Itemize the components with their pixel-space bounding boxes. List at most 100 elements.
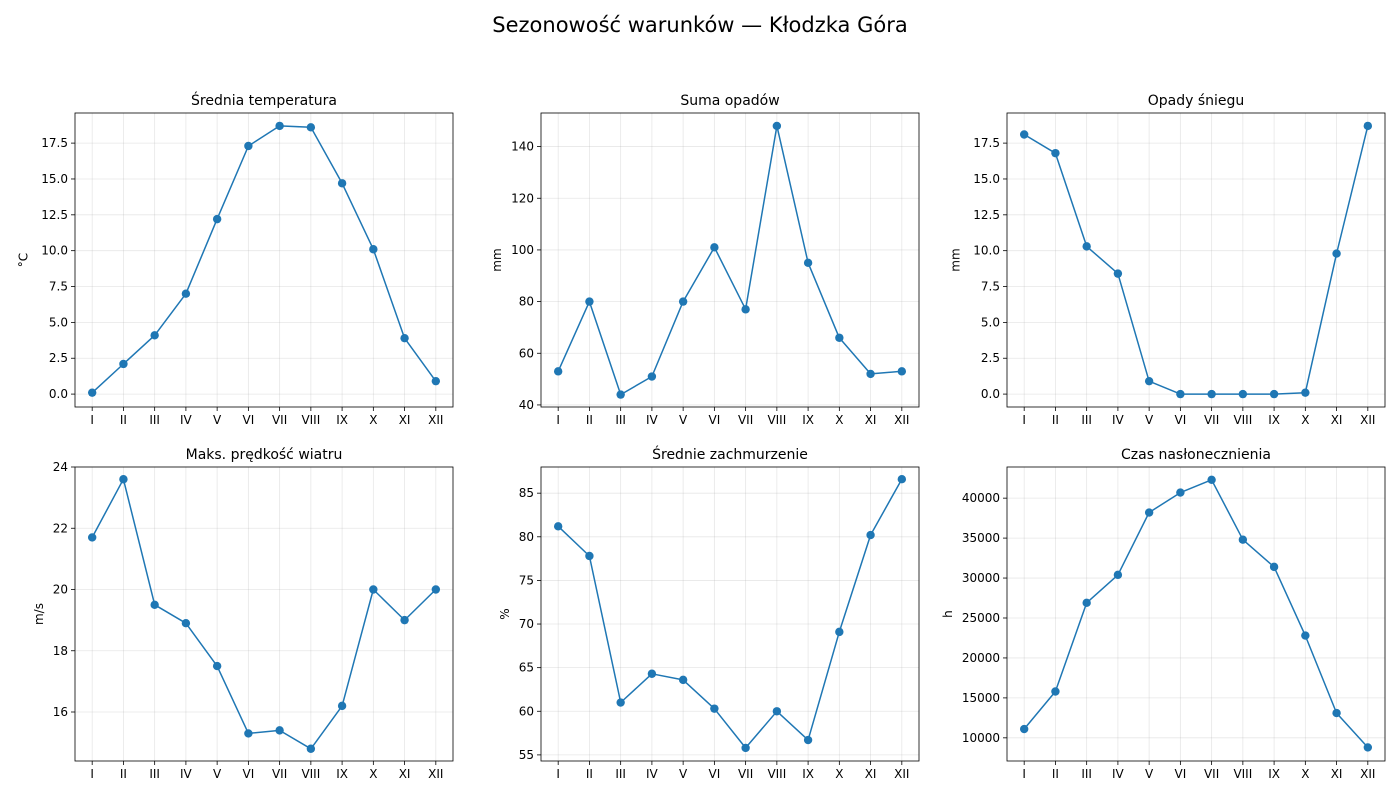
data-point <box>710 243 719 252</box>
y-tick-label: 20 <box>53 583 68 597</box>
x-tick-label: III <box>1081 767 1092 781</box>
data-point <box>1207 475 1216 484</box>
data-point <box>710 704 719 713</box>
y-tick-label: 0.0 <box>981 387 1000 401</box>
x-tick-label: VI <box>1175 413 1187 427</box>
x-tick-label: I <box>556 767 560 781</box>
y-tick-label: 80 <box>519 530 534 544</box>
y-tick-label: 17.5 <box>41 136 68 150</box>
data-point <box>1082 598 1091 608</box>
y-tick-label: 25000 <box>962 611 1000 625</box>
x-tick-label: VI <box>243 413 255 427</box>
y-tick-label: 15000 <box>962 691 1000 705</box>
y-tick-label: 20000 <box>962 651 1000 665</box>
x-tick-label: II <box>586 767 593 781</box>
x-tick-label: V <box>679 767 688 781</box>
x-tick-label: III <box>615 767 626 781</box>
data-point <box>244 141 253 151</box>
y-tick-label: 60 <box>519 704 534 718</box>
data-point <box>585 551 594 561</box>
x-tick-label: VII <box>272 413 287 427</box>
data-point <box>866 530 875 540</box>
x-tick-label: VIII <box>301 413 320 427</box>
data-point <box>678 297 688 306</box>
y-axis-label: mm <box>949 248 963 271</box>
data-point <box>1019 724 1029 734</box>
data-point <box>1019 130 1029 139</box>
plot-frame <box>540 112 920 408</box>
x-tick-label: II <box>120 413 127 427</box>
data-point <box>87 388 97 397</box>
data-point <box>1176 389 1185 399</box>
x-tick-label: X <box>835 767 843 781</box>
x-tick-label: II <box>1052 413 1059 427</box>
panel-snowfall: I II III IV V VI VII VIII IX X XI XII0.02.55.07.510… <box>949 93 1386 427</box>
panel-cloudcover: I II III IV V VI VII VIII IX X XI XII55606570758085… <box>498 445 920 781</box>
x-tick-label: X <box>369 767 377 781</box>
y-tick-label: 80 <box>519 295 534 309</box>
y-tick-label: 10.0 <box>973 244 1000 258</box>
x-tick-label: VIII <box>767 767 786 781</box>
y-tick-label: 17.5 <box>973 136 1000 150</box>
y-tick-label: 12.5 <box>973 208 1000 222</box>
y-tick-label: 60 <box>519 346 534 360</box>
x-tick-label: IV <box>646 413 659 427</box>
data-point <box>400 333 409 343</box>
data-point <box>553 522 563 531</box>
x-tick-label: IX <box>1268 413 1280 427</box>
y-tick-label: 65 <box>519 661 534 675</box>
y-tick-label: 75 <box>519 573 534 587</box>
data-point <box>369 245 378 254</box>
data-point <box>400 615 409 625</box>
data-point <box>212 661 222 671</box>
panel-title: Czas nasłonecznienia <box>1121 447 1271 463</box>
data-point <box>431 376 441 386</box>
x-tick-label: IV <box>646 767 659 781</box>
y-tick-label: 5.0 <box>981 315 1000 329</box>
y-tick-label: 55 <box>519 748 534 762</box>
x-tick-label: IX <box>802 413 814 427</box>
data-point <box>647 372 657 381</box>
x-tick-label: II <box>1052 767 1059 781</box>
data-point <box>1363 743 1373 752</box>
y-tick-label: 85 <box>519 486 534 500</box>
x-tick-label: III <box>615 413 626 427</box>
x-tick-label: I <box>556 413 560 427</box>
data-point <box>772 121 782 131</box>
y-tick-label: 70 <box>519 617 534 631</box>
x-tick-label: VIII <box>767 413 786 427</box>
y-tick-label: 18 <box>53 644 68 658</box>
data-point <box>369 585 378 594</box>
x-tick-label: XI <box>399 767 411 781</box>
plot-frame <box>74 466 454 762</box>
series-line <box>91 478 437 750</box>
y-tick-label: 15.0 <box>41 172 68 186</box>
series-line <box>557 125 902 396</box>
data-point <box>212 214 222 224</box>
data-point <box>1144 508 1154 517</box>
x-tick-label: X <box>835 413 843 427</box>
x-tick-label: XII <box>894 413 909 427</box>
panel-title: Opady śniegu <box>1148 93 1245 109</box>
data-point <box>741 743 750 753</box>
plot-frame <box>74 112 454 408</box>
x-tick-label: VI <box>243 767 255 781</box>
panel-sunshine: I II III IV V VI VII VIII IX X XI XII10000150002000… <box>941 447 1386 781</box>
x-tick-label: XI <box>865 413 877 427</box>
y-tick-label: 140 <box>511 140 534 154</box>
x-tick-label: I <box>1022 767 1026 781</box>
data-point <box>772 707 782 716</box>
y-tick-label: 35000 <box>962 531 1000 545</box>
data-point <box>1238 535 1248 544</box>
data-point <box>119 359 128 369</box>
data-point <box>647 669 657 678</box>
x-tick-label: XI <box>1331 767 1343 781</box>
data-point <box>678 675 688 685</box>
x-tick-label: XI <box>865 767 877 781</box>
data-point <box>1113 269 1123 278</box>
x-tick-label: IX <box>336 767 348 781</box>
data-point <box>866 369 875 379</box>
y-tick-label: 2.5 <box>49 351 68 365</box>
x-tick-label: V <box>1145 767 1154 781</box>
